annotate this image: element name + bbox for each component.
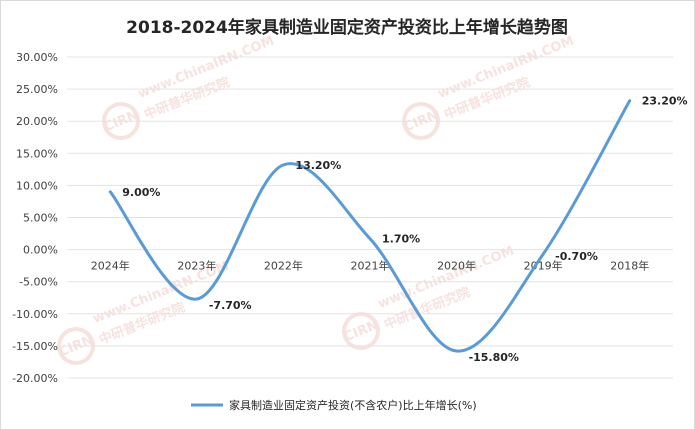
data-label: -15.80% (469, 351, 519, 364)
data-labels: 9.00% -7.70% 13.20% 1.70% -15.80% -0.70% 23.20… (122, 95, 687, 364)
legend: 家具制造业固定资产投资(不含农户)比上年增长(%) (191, 398, 477, 412)
x-category-label: 2018年 (610, 259, 649, 273)
data-label: 23.20% (642, 95, 688, 108)
x-category-label: 2022年 (264, 259, 303, 273)
data-label: 1.70% (382, 233, 420, 246)
y-tick-label: -20.00% (12, 372, 58, 385)
y-tick-label: 10.00% (16, 179, 58, 192)
chart-title: 2018-2024年家具制造业固定资产投资比上年增长趋势图 (126, 17, 568, 38)
y-tick-label: 20.00% (16, 115, 58, 128)
x-category-label: 2023年 (177, 259, 216, 273)
y-tick-label: -10.00% (12, 308, 58, 321)
legend-label: 家具制造业固定资产投资(不含农户)比上年增长(%) (229, 398, 477, 412)
x-category-label: 2020年 (437, 259, 476, 273)
gridlines (67, 56, 673, 379)
watermark-logo-ring (402, 102, 440, 140)
watermark-logo-ring (342, 312, 380, 350)
y-tick-label: 5.00% (23, 212, 58, 225)
y-tick-label: -15.00% (12, 340, 58, 353)
y-tick-label: -5.00% (19, 276, 58, 289)
watermark-logo-ring (57, 327, 95, 365)
x-category-label: 2021年 (351, 259, 390, 273)
y-axis-ticks: 30.00% 25.00% 20.00% 15.00% 10.00% 5.00% 0.00%… (12, 51, 58, 385)
y-tick-label: 30.00% (16, 51, 58, 64)
y-tick-label: 0.00% (23, 244, 58, 257)
x-axis-categories: 2024年 2023年 2022年 2021年 2020年 2019年 2018年 (91, 259, 649, 273)
y-tick-label: 15.00% (16, 147, 58, 160)
data-label: -7.70% (209, 299, 252, 312)
y-tick-label: 25.00% (16, 83, 58, 96)
data-label: 9.00% (122, 186, 160, 199)
data-label: 13.20% (295, 159, 341, 172)
data-label: -0.70% (555, 250, 598, 263)
watermark-logo-ring (102, 102, 140, 140)
x-category-label: 2024年 (91, 259, 130, 273)
series-line (108, 99, 632, 353)
